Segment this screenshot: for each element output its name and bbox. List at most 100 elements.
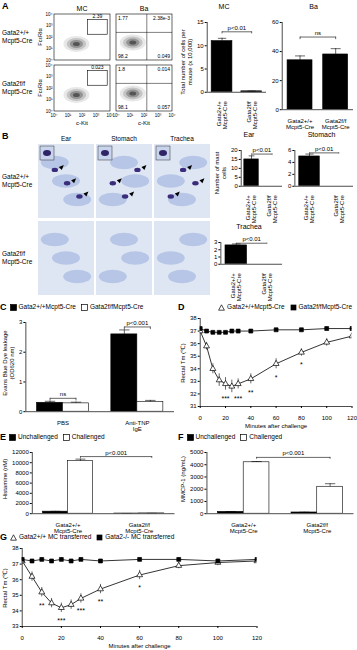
svg-text:10: 10: [197, 43, 204, 49]
svg-text:100: 100: [212, 635, 223, 641]
svg-text:Rectal Tm (℃): Rectal Tm (℃): [180, 343, 186, 383]
svg-text:2.38e-3: 2.38e-3: [153, 15, 170, 21]
svg-text:Gata2+/+Mcpt5-Cre: Gata2+/+Mcpt5-Cre: [216, 101, 228, 130]
svg-text:Gata2f/f: Gata2f/f: [2, 80, 25, 87]
svg-text:Minutes after challenge: Minutes after challenge: [108, 643, 171, 649]
svg-text:1.77: 1.77: [118, 15, 128, 21]
svg-text:10: 10: [231, 165, 238, 171]
svg-text:p<0.01: p<0.01: [315, 146, 334, 152]
svg-text:Gata2f/fMcpt5-Cre: Gata2f/fMcpt5-Cre: [303, 522, 332, 534]
svg-text:15: 15: [231, 156, 238, 162]
svg-text:Gata2f/fMcpt5-Cre: Gata2f/fMcpt5-Cre: [246, 101, 258, 130]
svg-text:p<0.01: p<0.01: [242, 236, 261, 242]
svg-text:20: 20: [58, 635, 65, 641]
svg-text:0: 0: [198, 415, 202, 421]
svg-text:2: 2: [19, 349, 23, 355]
svg-text:4000: 4000: [15, 490, 29, 496]
svg-text:p<0.01: p<0.01: [253, 147, 272, 153]
svg-text:120: 120: [346, 415, 357, 421]
svg-text:4: 4: [288, 159, 292, 165]
svg-text:100: 100: [321, 415, 332, 421]
svg-text:5: 5: [200, 66, 204, 72]
svg-text:**: **: [248, 389, 254, 396]
svg-text:Rectal Tm (℃): Rectal Tm (℃): [2, 568, 8, 608]
svg-text:0: 0: [288, 183, 292, 189]
svg-text:10¹: 10¹: [127, 113, 134, 118]
svg-text:10³: 10³: [93, 113, 100, 118]
svg-text:Gata2f/fMcpt5-Cre: Gata2f/fMcpt5-Cre: [125, 522, 154, 534]
svg-text:MMCP-1 (ng/mL): MMCP-1 (ng/mL): [180, 456, 186, 502]
svg-text:2: 2: [214, 247, 218, 253]
svg-text:c-Kit: c-Kit: [138, 120, 150, 126]
svg-text:98.1: 98.1: [118, 104, 128, 110]
svg-text:Gata2f/fMcpt5-Cre: Gata2f/fMcpt5-Cre: [261, 273, 273, 302]
svg-text:38: 38: [190, 315, 197, 321]
svg-text:Histamine (nM): Histamine (nM): [2, 459, 8, 500]
svg-text:Trachea: Trachea: [170, 135, 194, 142]
svg-text:0.014: 0.014: [157, 66, 170, 72]
svg-text:Gata2+/+Mcpt5-Cre: Gata2+/+Mcpt5-Cre: [286, 118, 315, 130]
svg-text:Gata2+/+Mcpt5-Cre: Gata2+/+Mcpt5-Cre: [230, 273, 242, 302]
svg-text:MC: MC: [77, 5, 88, 12]
svg-text:2000: 2000: [15, 500, 29, 506]
svg-text:0.049: 0.049: [157, 53, 170, 59]
svg-text:1000: 1000: [190, 498, 204, 504]
svg-text:60: 60: [272, 19, 279, 25]
svg-text:p<0.001: p<0.001: [282, 450, 305, 456]
svg-text:33: 33: [12, 623, 19, 629]
svg-text:0: 0: [214, 261, 218, 267]
svg-text:Gata2f/fMcpt5-Cre: Gata2f/fMcpt5-Cre: [322, 118, 351, 130]
svg-text:***: ***: [57, 617, 65, 624]
svg-text:3: 3: [214, 239, 218, 245]
svg-text:35: 35: [190, 353, 197, 359]
svg-text:Mcpt5-Cre: Mcpt5-Cre: [2, 88, 33, 96]
svg-text:32: 32: [190, 391, 197, 397]
svg-text:34: 34: [190, 366, 197, 372]
svg-text:ns: ns: [315, 30, 321, 36]
svg-text:12000: 12000: [12, 449, 29, 455]
svg-text:8000: 8000: [15, 470, 29, 476]
svg-text:FcεRIα: FcεRIα: [37, 79, 43, 97]
svg-text:60: 60: [272, 415, 279, 421]
svg-text:20: 20: [231, 147, 238, 153]
svg-text:*: *: [138, 584, 141, 591]
svg-text:20: 20: [222, 415, 229, 421]
svg-text:0: 0: [19, 409, 23, 415]
svg-text:Gata2+/+: Gata2+/+: [2, 29, 29, 36]
svg-text:10⁴: 10⁴: [46, 12, 53, 17]
svg-text:6: 6: [288, 147, 292, 153]
svg-text:98.2: 98.2: [118, 53, 128, 59]
svg-text:80: 80: [298, 415, 305, 421]
svg-text:Gata2f/f: Gata2f/f: [2, 250, 25, 257]
svg-text:Stomach: Stomach: [111, 135, 137, 142]
svg-text:***: ***: [221, 395, 229, 402]
svg-text:10³: 10³: [46, 23, 53, 28]
svg-text:p<0.001: p<0.001: [105, 450, 128, 456]
svg-text:0.057: 0.057: [157, 104, 170, 110]
svg-text:31: 31: [190, 403, 197, 409]
svg-text:40: 40: [247, 415, 254, 421]
svg-text:40: 40: [97, 635, 104, 641]
svg-text:**: **: [39, 602, 45, 609]
svg-text:Evans Blue Dye leakage(OD620 n: Evans Blue Dye leakage(OD620 nm): [2, 330, 16, 396]
svg-text:*: *: [300, 361, 303, 368]
svg-text:Gata2+/+Mcpt5-Cre: Gata2+/+Mcpt5-Cre: [229, 522, 258, 534]
svg-text:3: 3: [19, 319, 23, 325]
svg-text:PBS: PBS: [57, 420, 69, 426]
svg-text:4000: 4000: [190, 462, 204, 468]
svg-text:0: 0: [200, 89, 204, 95]
svg-text:0: 0: [20, 635, 24, 641]
svg-text:1: 1: [214, 254, 218, 260]
svg-text:Gata2+/+: Gata2+/+: [2, 173, 29, 180]
svg-text:10²: 10²: [141, 113, 148, 118]
svg-text:***: ***: [234, 395, 242, 402]
svg-text:c-Kit: c-Kit: [76, 120, 88, 126]
svg-text:34: 34: [12, 608, 19, 614]
svg-text:36: 36: [190, 341, 197, 347]
svg-text:60: 60: [136, 635, 143, 641]
svg-text:ns: ns: [60, 391, 66, 397]
svg-text:10³: 10³: [46, 74, 53, 79]
svg-text:37: 37: [12, 561, 19, 567]
svg-text:2.39: 2.39: [93, 13, 103, 19]
svg-text:80: 80: [175, 635, 182, 641]
